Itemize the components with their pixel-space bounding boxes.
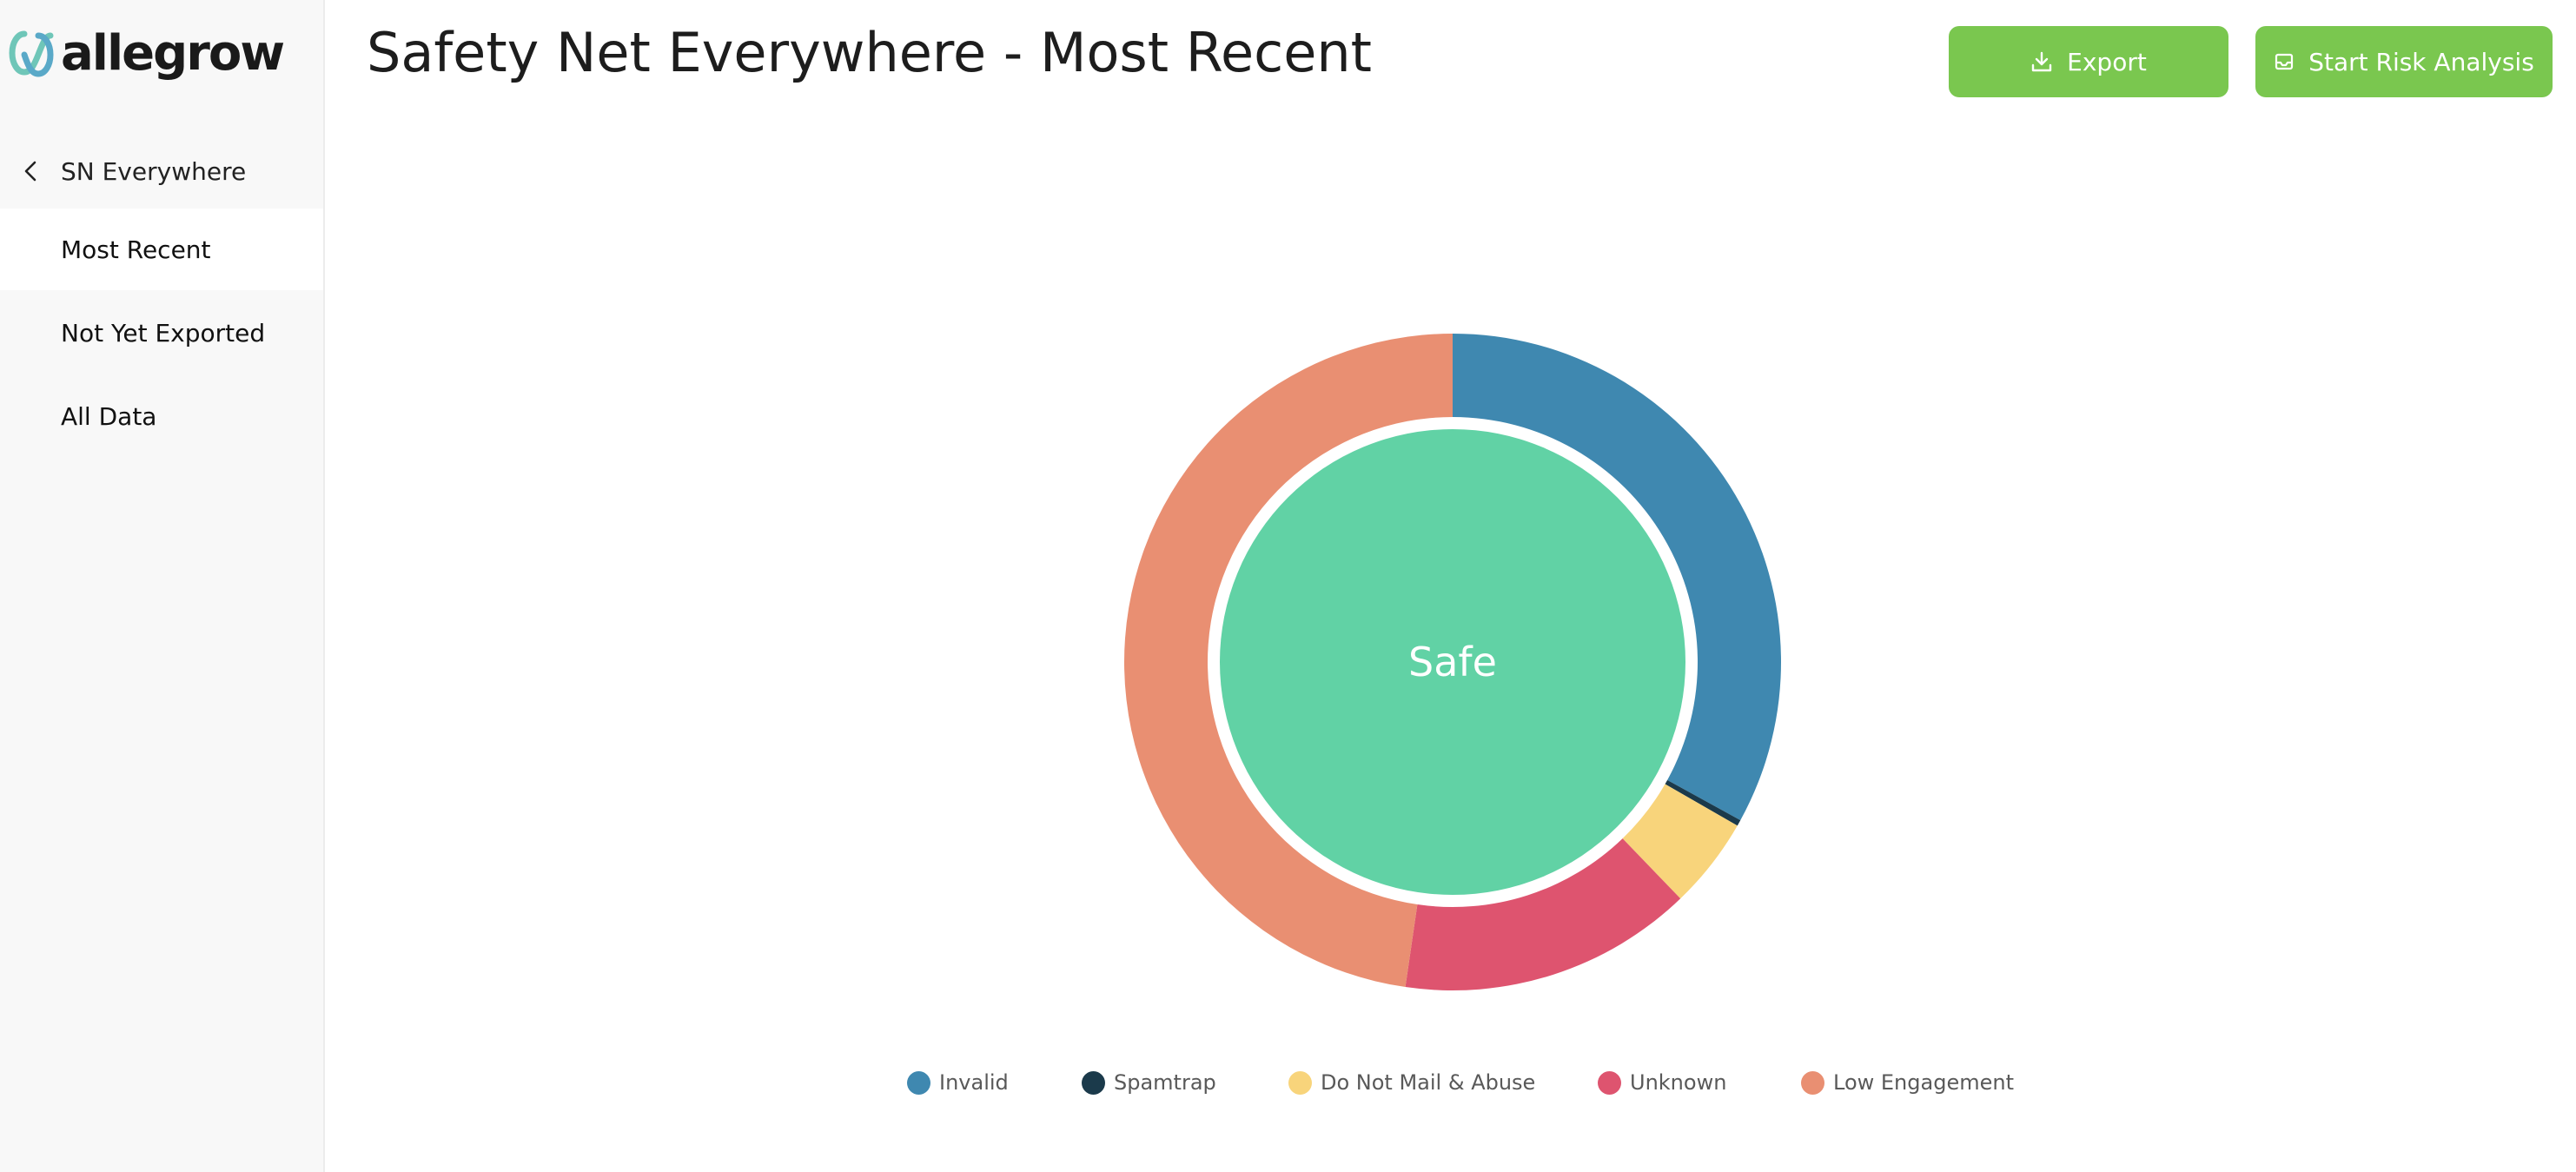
legend-swatch	[1082, 1070, 1105, 1095]
chevron-left-icon	[24, 161, 36, 182]
sidebar-item-not-yet-exported[interactable]: Not Yet Exported	[0, 292, 323, 374]
chart-legend: Invalid Spamtrap Do Not Mail & Abuse Unknow…	[0, 1067, 2576, 1102]
legend-label: Do Not Mail & Abuse	[1321, 1070, 1536, 1095]
sidebar-item-label: Not Yet Exported	[61, 318, 266, 348]
sidebar-item-most-recent[interactable]: Most Recent	[0, 209, 323, 290]
legend-label: Unknown	[1630, 1070, 1727, 1095]
sidebar-back-sn-everywhere[interactable]: SN Everywhere	[0, 136, 323, 207]
chart-center-label: Safe	[1408, 639, 1497, 685]
sidebar-back-label: SN Everywhere	[61, 156, 247, 186]
legend-swatch	[1288, 1070, 1312, 1095]
inbox-icon	[2275, 53, 2294, 70]
legend-item-unknown[interactable]: Unknown	[1598, 1067, 1726, 1098]
legend-label: Invalid	[939, 1070, 1009, 1095]
start-risk-analysis-button[interactable]: Start Risk Analysis	[2255, 26, 2553, 97]
download-icon	[2031, 51, 2052, 72]
slice-safe[interactable]	[1220, 429, 1685, 895]
brand-name: allegrow	[61, 25, 285, 82]
export-button-label: Export	[2067, 47, 2147, 76]
sidebar-item-all-data[interactable]: All Data	[0, 375, 323, 457]
slice-low-engagement[interactable]	[1124, 334, 1453, 988]
page-title: Safety Net Everywhere - Most Recent	[367, 21, 1372, 84]
legend-item-do-not-mail-abuse[interactable]: Do Not Mail & Abuse	[1288, 1067, 1535, 1098]
slice-unknown[interactable]	[1405, 838, 1681, 990]
start-risk-analysis-label: Start Risk Analysis	[2308, 47, 2534, 76]
sidebar-item-label: All Data	[61, 401, 157, 431]
sidebar-item-label: Most Recent	[61, 235, 211, 264]
risk-donut-chart: Safe	[1124, 334, 1781, 990]
sidebar: allegrow SN Everywhere Most Recent Not Y…	[0, 0, 325, 1172]
slice-do-not-mail-abuse[interactable]	[1622, 784, 1738, 899]
risk-chart: Safe	[1112, 321, 1793, 1003]
legend-swatch	[1598, 1070, 1621, 1095]
legend-item-spamtrap[interactable]: Spamtrap	[1082, 1067, 1216, 1098]
legend-item-invalid[interactable]: Invalid	[907, 1067, 1009, 1098]
slice-spamtrap[interactable]	[1665, 779, 1741, 826]
legend-label: Spamtrap	[1114, 1070, 1216, 1095]
legend-swatch	[1801, 1070, 1824, 1095]
slice-invalid[interactable]	[1453, 334, 1781, 821]
allegrow-logo-icon	[9, 30, 54, 77]
legend-label: Low Engagement	[1833, 1070, 2014, 1095]
export-button[interactable]: Export	[1949, 26, 2228, 97]
brand-logo[interactable]: allegrow	[7, 23, 285, 85]
legend-item-low-engagement[interactable]: Low Engagement	[1801, 1067, 2014, 1098]
legend-swatch	[907, 1070, 930, 1095]
